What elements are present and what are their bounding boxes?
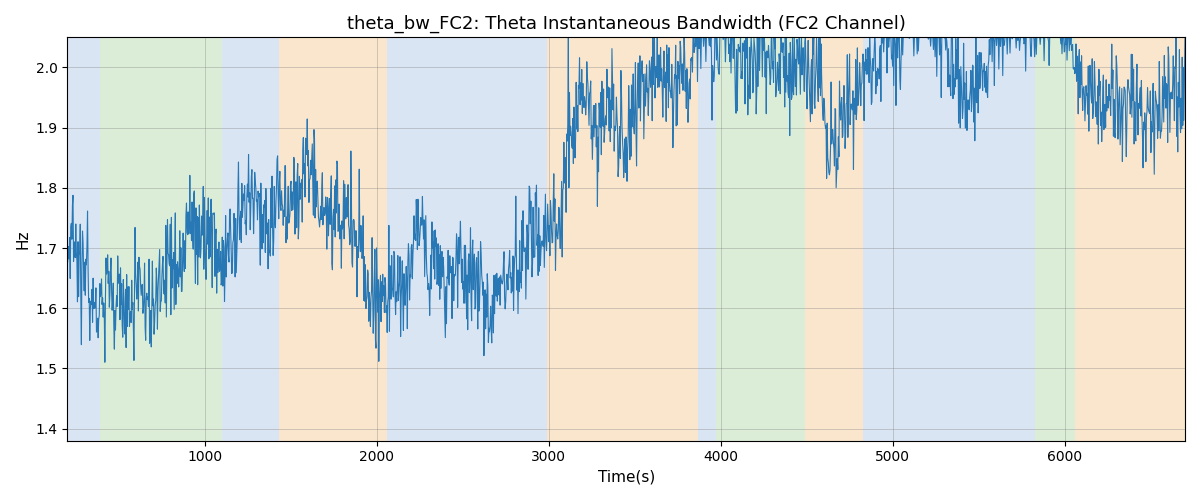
Y-axis label: Hz: Hz	[16, 230, 30, 249]
Title: theta_bw_FC2: Theta Instantaneous Bandwidth (FC2 Channel): theta_bw_FC2: Theta Instantaneous Bandwi…	[347, 15, 906, 34]
Bar	[698, 38, 715, 440]
Bar	[805, 38, 864, 440]
Bar	[67, 38, 100, 440]
Bar	[222, 38, 278, 440]
X-axis label: Time(s): Time(s)	[598, 470, 655, 485]
Bar	[388, 38, 547, 440]
Bar	[547, 38, 698, 440]
Bar	[1036, 38, 1075, 440]
Bar	[278, 38, 388, 440]
Bar	[1075, 38, 1186, 440]
Bar	[864, 38, 1036, 440]
Bar	[100, 38, 222, 440]
Bar	[715, 38, 805, 440]
